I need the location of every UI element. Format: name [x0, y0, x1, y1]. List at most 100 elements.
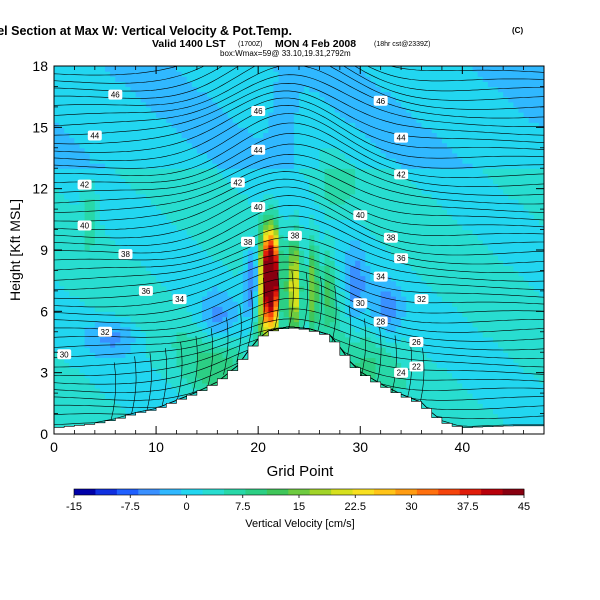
- field-cell: [120, 296, 127, 302]
- field-cell: [299, 260, 305, 266]
- field-cell: [344, 163, 351, 169]
- field-cell: [145, 127, 152, 134]
- field-cell: [344, 336, 351, 343]
- field-cell: [324, 152, 331, 159]
- field-cell: [334, 117, 341, 123]
- field-cell: [324, 301, 331, 307]
- field-cell: [227, 255, 234, 261]
- field-cell: [263, 183, 269, 190]
- field-cell: [227, 204, 234, 210]
- field-cell: [227, 326, 234, 333]
- field-cell: [258, 163, 264, 169]
- field-cell: [406, 377, 412, 384]
- field-cell: [59, 316, 65, 323]
- field-cell: [166, 367, 172, 374]
- field-cell: [130, 127, 137, 134]
- field-cell: [145, 106, 152, 113]
- field-cell: [350, 147, 356, 154]
- field-cell: [395, 239, 402, 246]
- field-cell: [196, 214, 203, 220]
- field-cell: [385, 224, 392, 231]
- field-cell: [89, 326, 96, 333]
- field-cell: [237, 106, 244, 113]
- field-cell: [339, 86, 346, 93]
- field-cell: [115, 137, 121, 144]
- field-cell: [370, 214, 377, 220]
- field-cell: [222, 142, 229, 149]
- field-cell: [212, 316, 218, 323]
- field-cell: [268, 76, 275, 82]
- field-cell: [253, 285, 259, 292]
- field-cell: [94, 147, 101, 154]
- field-cell: [59, 388, 65, 394]
- field-cell: [171, 96, 178, 103]
- field-cell: [94, 393, 101, 399]
- field-cell: [329, 260, 336, 266]
- field-cell: [105, 316, 111, 323]
- field-cell: [232, 244, 239, 251]
- field-cell: [181, 285, 188, 292]
- field-cell: [324, 255, 331, 261]
- field-cell: [186, 342, 193, 348]
- field-cell: [212, 250, 218, 256]
- field-cell: [202, 352, 208, 358]
- field-cell: [181, 352, 188, 358]
- field-cell: [145, 270, 152, 277]
- field-cell: [227, 342, 234, 348]
- field-cell: [79, 316, 86, 323]
- field-cell: [105, 301, 111, 307]
- field-cell: [232, 91, 239, 98]
- field-cell: [115, 239, 121, 246]
- field-cell: [217, 142, 224, 149]
- field-cell: [79, 413, 86, 420]
- field-cell: [237, 219, 244, 226]
- field-cell: [304, 270, 310, 277]
- field-cell: [324, 250, 331, 256]
- field-cell: [94, 301, 101, 307]
- field-cell: [222, 188, 229, 195]
- field-cell: [304, 234, 310, 241]
- field-cell: [176, 260, 183, 266]
- field-cell: [293, 214, 300, 220]
- field-cell: [110, 142, 116, 149]
- field-cell: [171, 244, 178, 251]
- field-cell: [171, 112, 178, 118]
- field-cell: [395, 219, 402, 226]
- field-cell: [54, 306, 60, 312]
- field-cell: [370, 306, 377, 312]
- field-cell: [191, 152, 198, 159]
- field-cell: [186, 229, 193, 236]
- field-cell: [207, 229, 213, 236]
- field-cell: [181, 101, 188, 108]
- field-cell: [202, 244, 208, 251]
- field-cell: [120, 71, 127, 77]
- field-cell: [105, 347, 111, 353]
- field-cell: [355, 250, 361, 256]
- field-cell: [299, 255, 305, 261]
- field-cell: [258, 234, 264, 241]
- field-cell: [79, 163, 86, 169]
- field-cell: [140, 362, 147, 369]
- field-cell: [355, 265, 361, 272]
- field-cell: [69, 193, 76, 200]
- field-cell: [94, 178, 101, 185]
- field-cell: [79, 106, 86, 113]
- field-cell: [99, 168, 106, 174]
- field-cell: [339, 331, 346, 338]
- field-cell: [242, 255, 249, 261]
- field-cell: [156, 301, 162, 307]
- field-cell: [89, 285, 96, 292]
- field-cell: [319, 168, 326, 174]
- field-cell: [263, 326, 269, 333]
- field-cell: [288, 81, 295, 88]
- field-cell: [334, 198, 341, 205]
- field-cell: [385, 91, 392, 98]
- field-cell: [166, 336, 172, 343]
- field-cell: [222, 244, 229, 251]
- field-cell: [237, 71, 244, 77]
- field-cell: [135, 255, 142, 261]
- field-cell: [166, 244, 172, 251]
- field-cell: [319, 86, 326, 93]
- field-cell: [120, 321, 127, 328]
- field-cell: [329, 301, 336, 307]
